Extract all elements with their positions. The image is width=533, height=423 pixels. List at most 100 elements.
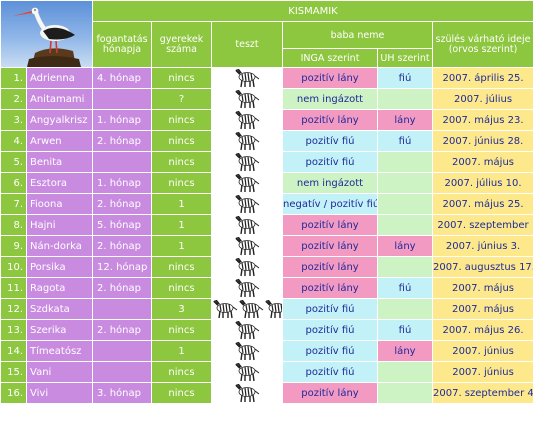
row-uh <box>377 151 433 173</box>
row-test-cell <box>211 193 283 215</box>
row-uh <box>377 256 433 278</box>
zebra-icon <box>234 69 260 88</box>
row-test-cell <box>211 67 283 89</box>
zebra-icon <box>234 195 260 214</box>
row-name: Hajni <box>26 214 93 236</box>
table-row: 1. Adrienna 4. hónap nincs pozitív lány … <box>0 67 533 89</box>
row-test-cell <box>211 88 283 110</box>
zebra-icon <box>234 363 260 382</box>
row-name: Tímeatósz <box>26 340 93 362</box>
row-test-cell <box>211 256 283 278</box>
row-number: 13. <box>0 319 27 341</box>
row-due-date: 2007. május <box>431 298 533 320</box>
row-name: Porsika <box>26 256 93 278</box>
row-inga: pozitív lány <box>282 382 378 404</box>
row-due-date: 2007. május 23. <box>431 109 533 131</box>
row-conception-month: 2. hónap <box>92 235 152 257</box>
row-uh <box>377 172 433 194</box>
row-name: Esztora <box>26 172 93 194</box>
row-number: 1. <box>0 67 27 89</box>
row-due-date: 2007. május <box>431 151 533 173</box>
row-test-cell <box>211 277 283 299</box>
row-test-cell <box>211 340 283 362</box>
row-due-date: 2007. szeptember 4. <box>431 382 533 404</box>
row-due-date: 2007. augusztus 17. <box>431 256 533 278</box>
row-due-date: 2007. szeptember <box>431 214 533 236</box>
table-row: 14. Tímeatósz 1 pozitív fiú lány 2007. j… <box>0 340 533 362</box>
row-name: Adrienna <box>26 67 93 89</box>
zebra-icon <box>213 300 239 319</box>
row-conception-month: 1. hónap <box>92 172 152 194</box>
row-conception-month: 2. hónap <box>92 277 152 299</box>
row-number: 14. <box>0 340 27 362</box>
row-due-date: 2007. május <box>431 277 533 299</box>
row-conception-month <box>92 298 152 320</box>
zebra-icon <box>234 258 260 277</box>
row-number: 3. <box>0 109 27 131</box>
row-number: 2. <box>0 88 27 110</box>
row-inga: pozitív lány <box>282 256 378 278</box>
row-children-count: ? <box>151 88 212 110</box>
row-name: Ragota <box>26 277 93 299</box>
row-test-cell <box>211 172 283 194</box>
row-children-count: nincs <box>151 151 212 173</box>
row-name: Arwen <box>26 130 93 152</box>
row-test-cell <box>211 235 283 257</box>
row-conception-month <box>92 151 152 173</box>
row-children-count: nincs <box>151 319 212 341</box>
zebra-icon <box>238 300 264 319</box>
row-children-count: 3 <box>151 298 212 320</box>
row-conception-month: 2. hónap <box>92 193 152 215</box>
row-inga: pozitív lány <box>282 235 378 257</box>
table-row: 7. Fioona 2. hónap 1 negatív / pozitív f… <box>0 193 533 215</box>
logo-cell <box>0 0 93 68</box>
zebra-icon <box>234 90 260 109</box>
header-gyerekek: gyerekek száma <box>151 21 212 68</box>
row-conception-month: 12. hónap <box>92 256 152 278</box>
zebra-icon <box>234 237 260 256</box>
row-test-cell <box>211 319 283 341</box>
row-uh: lány <box>377 340 433 362</box>
row-inga: pozitív lány <box>282 214 378 236</box>
row-inga: nem ingázott <box>282 88 378 110</box>
row-inga: pozitív fiú <box>282 151 378 173</box>
row-uh: lány <box>377 109 433 131</box>
row-name: Angyalkrisz <box>26 109 93 131</box>
table-row: 8. Hajni 5. hónap 1 pozitív lány 2007. s… <box>0 214 533 236</box>
row-number: 8. <box>0 214 27 236</box>
table-row: 4. Arwen 2. hónap nincs pozitív fiú fiú … <box>0 130 533 152</box>
table-row: 5. Benita nincs pozitív fiú 2007. május <box>0 151 533 173</box>
row-uh <box>377 361 433 383</box>
row-test-cell <box>211 109 283 131</box>
row-name: Vani <box>26 361 93 383</box>
row-number: 15. <box>0 361 27 383</box>
row-children-count: nincs <box>151 130 212 152</box>
row-number: 10. <box>0 256 27 278</box>
row-inga: nem ingázott <box>282 172 378 194</box>
row-inga: pozitív fiú <box>282 361 378 383</box>
row-children-count: 1 <box>151 214 212 236</box>
table-row: 13. Szerika 2. hónap nincs pozitív fiú f… <box>0 319 533 341</box>
row-children-count: nincs <box>151 382 212 404</box>
row-conception-month: 5. hónap <box>92 214 152 236</box>
row-name: Anitamami <box>26 88 93 110</box>
row-inga: pozitív lány <box>282 277 378 299</box>
row-number: 6. <box>0 172 27 194</box>
row-due-date: 2007. július 10. <box>431 172 533 194</box>
zebra-icon <box>234 174 260 193</box>
row-children-count: nincs <box>151 277 212 299</box>
row-inga: pozitív lány <box>282 67 378 89</box>
row-inga: pozitív fiú <box>282 319 378 341</box>
row-due-date: 2007. május 25. <box>431 193 533 215</box>
row-number: 5. <box>0 151 27 173</box>
table-row: 16. Vivi 3. hónap nincs pozitív lány 200… <box>0 382 533 404</box>
row-due-date: 2007. április 25. <box>431 67 533 89</box>
row-uh: fiú <box>377 277 433 299</box>
zebra-icon <box>234 153 260 172</box>
row-name: Szerika <box>26 319 93 341</box>
row-test-cell <box>211 151 283 173</box>
row-due-date: 2007. június <box>431 340 533 362</box>
header-teszt: teszt <box>211 21 283 68</box>
row-number: 11. <box>0 277 27 299</box>
row-inga: pozitív fiú <box>282 340 378 362</box>
